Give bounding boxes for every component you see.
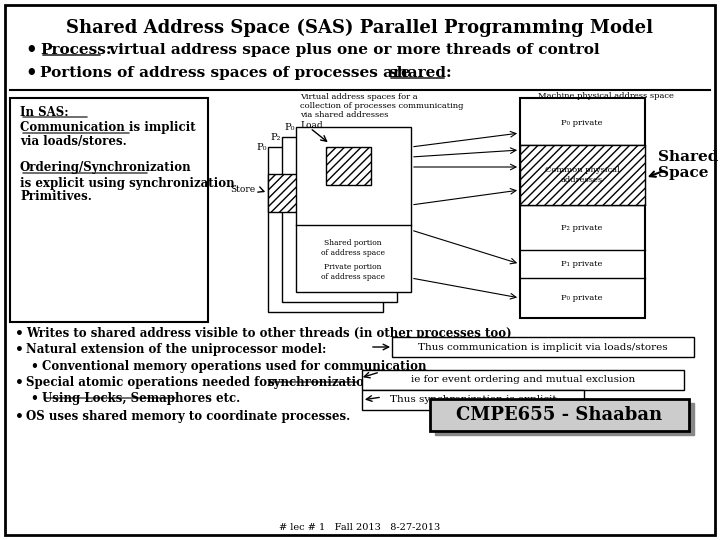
Text: •: • [15, 327, 24, 341]
Text: •: • [25, 41, 37, 59]
FancyBboxPatch shape [362, 370, 684, 390]
Text: P₀: P₀ [284, 123, 295, 132]
Bar [268, 147, 383, 312]
Text: •: • [30, 392, 38, 405]
Text: Private portion
of address space: Private portion of address space [321, 264, 385, 281]
Text: shared:: shared: [388, 66, 451, 80]
Bar [10, 98, 208, 322]
Text: Machine physical address space: Machine physical address space [538, 92, 674, 100]
Text: Shared Address Space (SAS) Parallel Programming Model: Shared Address Space (SAS) Parallel Prog… [66, 19, 654, 37]
Text: Shared
Space: Shared Space [658, 150, 719, 180]
Text: •: • [15, 376, 24, 390]
Text: P₁ private: P₁ private [562, 260, 603, 268]
Bar [282, 137, 397, 302]
Text: P₀ private: P₀ private [562, 119, 603, 127]
Text: Process:: Process: [40, 43, 112, 57]
Bar [296, 127, 411, 292]
Text: P₀ private: P₀ private [562, 294, 603, 302]
Bar [520, 98, 645, 318]
FancyBboxPatch shape [362, 390, 584, 410]
Text: Portions of address spaces of processes are: Portions of address spaces of processes … [40, 66, 416, 80]
Text: is explicit using synchronization: is explicit using synchronization [20, 177, 235, 190]
Text: Store: Store [230, 186, 255, 194]
Text: Thus communication is implicit via loads/stores: Thus communication is implicit via loads… [418, 342, 668, 352]
Text: Conventional memory operations used for communication: Conventional memory operations used for … [42, 360, 426, 373]
Text: Ordering/Synchronization: Ordering/Synchronization [20, 161, 192, 174]
Text: Using Locks, Semaphores etc.: Using Locks, Semaphores etc. [42, 392, 240, 405]
Text: virtual address space plus one or more threads of control: virtual address space plus one or more t… [104, 43, 600, 57]
Text: Writes to shared address visible to other threads (in other processes too): Writes to shared address visible to othe… [26, 327, 512, 340]
Text: P₂: P₂ [271, 132, 281, 141]
Text: P₀: P₀ [256, 143, 267, 152]
Bar [326, 147, 371, 185]
Text: via loads/stores.: via loads/stores. [20, 136, 127, 148]
Bar [520, 145, 645, 205]
Text: •: • [30, 360, 38, 373]
Text: •: • [25, 64, 37, 82]
Text: Special atomic operations needed for: Special atomic operations needed for [26, 376, 277, 389]
Text: Communication is implicit: Communication is implicit [20, 122, 196, 134]
Text: synchronization:: synchronization: [268, 376, 378, 389]
Bar [268, 174, 313, 212]
Text: Primitives.: Primitives. [20, 191, 92, 204]
FancyBboxPatch shape [435, 403, 694, 435]
Text: Common physical
addresses: Common physical addresses [544, 166, 619, 184]
Text: Virtual address spaces for a
collection of processes communicating
via shared ad: Virtual address spaces for a collection … [300, 93, 464, 119]
Text: OS uses shared memory to coordinate processes.: OS uses shared memory to coordinate proc… [26, 410, 350, 423]
Text: Natural extension of the uniprocessor model:: Natural extension of the uniprocessor mo… [26, 343, 326, 356]
Text: •: • [15, 410, 24, 424]
Text: Load: Load [300, 120, 323, 130]
Text: In SAS:: In SAS: [20, 105, 68, 118]
Text: •: • [15, 343, 24, 357]
Text: CMPE655 - Shaaban: CMPE655 - Shaaban [456, 406, 662, 424]
Text: P₂ private: P₂ private [562, 224, 603, 232]
Text: ie for event ordering and mutual exclusion: ie for event ordering and mutual exclusi… [411, 375, 635, 384]
Text: Shared portion
of address space: Shared portion of address space [321, 239, 385, 256]
Text: # lec # 1   Fall 2013   8-27-2013: # lec # 1 Fall 2013 8-27-2013 [279, 523, 441, 531]
FancyBboxPatch shape [430, 399, 689, 431]
Text: Thus synchronization is explicit: Thus synchronization is explicit [390, 395, 557, 404]
FancyBboxPatch shape [392, 337, 694, 357]
